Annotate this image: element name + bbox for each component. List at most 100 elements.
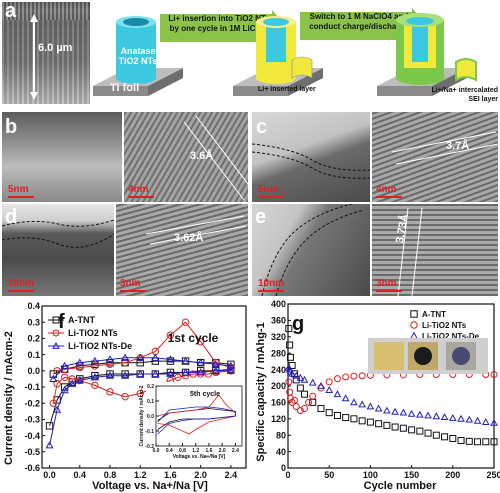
g-point bbox=[399, 408, 408, 416]
f-point bbox=[106, 388, 114, 396]
sei-layer-icon bbox=[455, 58, 477, 82]
tem-d-right-scale: 3nm bbox=[120, 278, 141, 289]
g-point bbox=[285, 378, 293, 386]
f-inset-xtick-label: 0.8 bbox=[179, 448, 186, 454]
f-legend-marker bbox=[52, 341, 60, 349]
f-series-line-0 bbox=[49, 360, 232, 427]
g-point bbox=[465, 415, 474, 423]
tem-c-right bbox=[372, 112, 498, 202]
g-point bbox=[465, 437, 473, 445]
f-point bbox=[105, 355, 115, 363]
tem-b-left-scale: 5nm bbox=[8, 184, 29, 195]
tem-c-right-scale: 4nm bbox=[376, 184, 397, 195]
g-point bbox=[407, 409, 416, 417]
f-point bbox=[136, 369, 145, 378]
tem-e-left-scale: 10nm bbox=[258, 278, 285, 289]
substrate-label: Ti foil bbox=[110, 82, 140, 94]
f-legend-label: A-TNT bbox=[68, 315, 95, 325]
g-point bbox=[448, 413, 457, 421]
capacity-chart: 0 50 100 150 200 250 0 40 80 120 160 200 240 280 320 36… bbox=[255, 299, 500, 492]
f-ytick-label: -0.5 bbox=[24, 447, 40, 457]
g-point bbox=[325, 409, 333, 417]
electrode-photo-inset bbox=[368, 338, 488, 374]
g-point bbox=[424, 429, 432, 437]
g-point bbox=[432, 431, 440, 439]
g-point bbox=[358, 417, 366, 425]
f-inset-title: 5th cycle bbox=[190, 391, 220, 398]
f-point bbox=[196, 368, 205, 376]
g-xtick-label: 250 bbox=[486, 470, 500, 480]
chart-f-ylabel: Current density / mAcm-2 bbox=[3, 331, 15, 465]
f-ytick-label: -0.2 bbox=[24, 398, 40, 408]
f-inset-xtick-label: 2.0 bbox=[219, 448, 226, 454]
f-point bbox=[76, 363, 84, 372]
f-point bbox=[90, 356, 99, 365]
f-ytick-label: -0.6 bbox=[24, 463, 40, 473]
f-point bbox=[60, 373, 69, 381]
f-series-line-2 bbox=[49, 357, 232, 446]
g-point bbox=[317, 405, 325, 413]
f-point bbox=[75, 376, 84, 384]
g-point bbox=[474, 438, 482, 446]
f-point bbox=[53, 405, 62, 413]
g-point bbox=[333, 390, 342, 398]
g-point bbox=[457, 414, 465, 422]
f-point bbox=[174, 373, 182, 381]
g-point bbox=[358, 400, 367, 408]
g-point bbox=[317, 381, 325, 389]
f-point bbox=[91, 362, 99, 370]
g-point bbox=[286, 341, 294, 349]
g-legend-marker bbox=[410, 321, 418, 329]
g-point bbox=[286, 394, 294, 402]
g-point bbox=[296, 373, 305, 381]
f-ytick-label: -0.4 bbox=[24, 431, 40, 441]
f-point bbox=[196, 337, 205, 346]
g-ytick-label: 280 bbox=[271, 348, 286, 358]
panel-g-label: g bbox=[292, 313, 304, 335]
sem-scale-arrow bbox=[30, 14, 38, 100]
panel-b: b 5nm 4nm 3.6Å bbox=[0, 112, 250, 204]
g-ytick-label: 0 bbox=[281, 463, 286, 473]
f-point bbox=[106, 360, 114, 369]
g-point bbox=[288, 369, 296, 377]
f-point bbox=[204, 370, 212, 378]
g-point bbox=[441, 433, 449, 441]
panel-a-label: a bbox=[5, 0, 17, 22]
g-point bbox=[296, 384, 304, 392]
f-ytick-label: -0.3 bbox=[24, 415, 40, 425]
g-point bbox=[342, 414, 350, 422]
panel-f-label: f bbox=[58, 311, 65, 333]
g-ytick-label: 400 bbox=[271, 299, 286, 309]
g-point bbox=[350, 372, 358, 380]
chart-g-xlabel: Cycle number bbox=[364, 480, 437, 492]
interface-lines-e bbox=[261, 204, 365, 296]
layer2-label: Li+/Na+ intercalated SEI layer bbox=[431, 87, 498, 103]
g-point bbox=[333, 412, 341, 420]
sem-image: 6.0 µm bbox=[2, 2, 90, 104]
f-inset-series-line-2 bbox=[157, 406, 236, 435]
f-xtick-label: 2.0 bbox=[194, 470, 207, 480]
panel-a: 6.0 µm a Anatase TiO2 NTs Ti foil Li+ in… bbox=[0, 0, 500, 112]
f-point bbox=[211, 360, 220, 368]
g-point bbox=[350, 415, 358, 423]
f-legend-label: Li-TiO2 NTs-De bbox=[68, 341, 132, 351]
f-ytick-label: 0.0 bbox=[27, 366, 40, 376]
g-point bbox=[383, 406, 391, 414]
tem-c-left-scale: 5nm bbox=[258, 184, 279, 195]
g-xtick-label: 100 bbox=[363, 470, 378, 480]
g-point bbox=[325, 378, 333, 386]
g-legend-label: Li-TiO2 NTs bbox=[422, 321, 467, 330]
g-point bbox=[309, 392, 317, 400]
f-point bbox=[60, 361, 69, 369]
tem-c-dspacing: 3.7Å bbox=[446, 140, 470, 152]
panel-c: c 5nm 4nm 3.7Å bbox=[250, 112, 500, 204]
f-point bbox=[91, 371, 99, 380]
g-xtick-label: 50 bbox=[324, 470, 334, 480]
f-point bbox=[196, 358, 205, 366]
f-point bbox=[136, 359, 144, 367]
g-point bbox=[342, 373, 350, 381]
f-point bbox=[68, 375, 76, 383]
g-point bbox=[286, 353, 294, 361]
g-point bbox=[482, 438, 490, 446]
g-point bbox=[391, 423, 399, 431]
